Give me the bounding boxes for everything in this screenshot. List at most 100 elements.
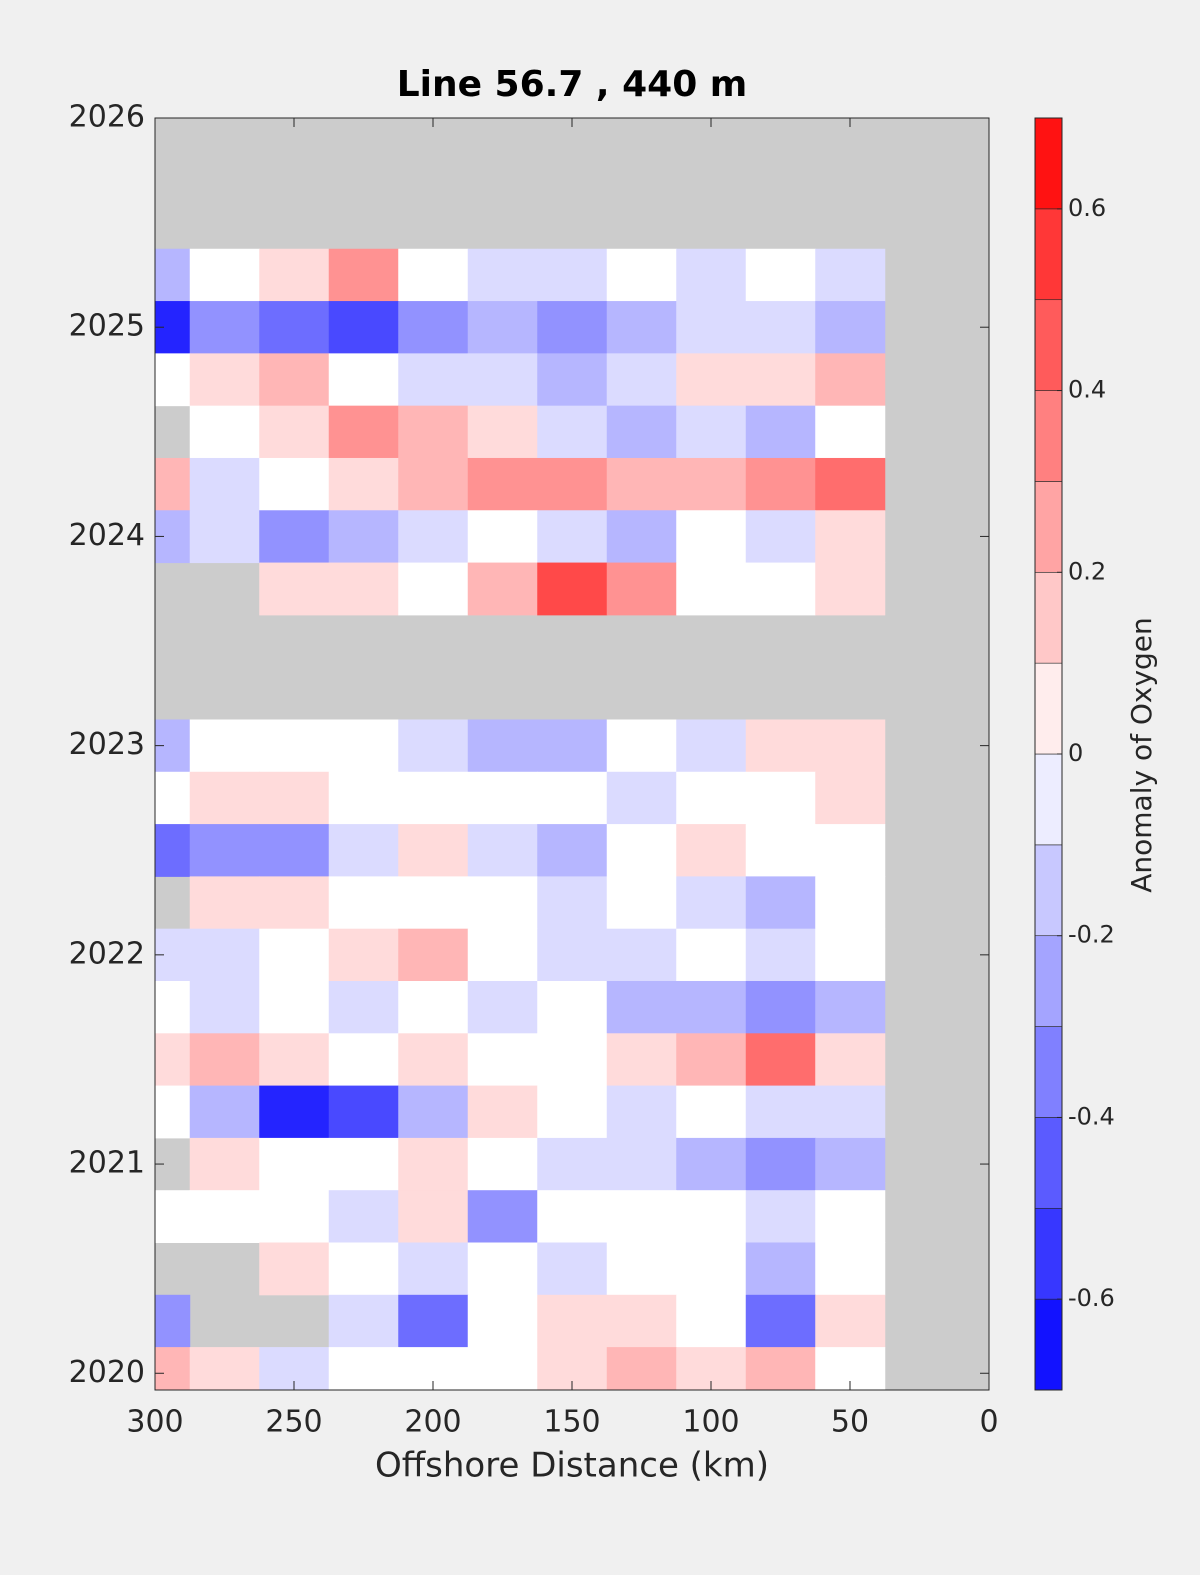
contour-cell: [189, 353, 260, 407]
contour-cell: [398, 1294, 469, 1348]
contour-cell: [676, 771, 747, 825]
colorbar-segment: [1034, 935, 1063, 1027]
contour-cell: [537, 457, 608, 511]
contour-cell: [328, 1347, 399, 1390]
contour-cell: [259, 353, 330, 407]
colorbar-segment: [1034, 1117, 1063, 1209]
contour-cell: [467, 980, 538, 1034]
contour-cell: [328, 719, 399, 773]
contour-cell: [745, 1085, 816, 1139]
contour-cell: [398, 1242, 469, 1296]
contour-cell: [328, 1137, 399, 1191]
contour-cell: [745, 562, 816, 616]
contour-cell: [189, 1190, 260, 1244]
contour-cell: [815, 457, 886, 511]
contour-cell: [259, 405, 330, 459]
contour-cell: [537, 1033, 608, 1087]
contour-cell: [537, 771, 608, 825]
contour-cell: [398, 1190, 469, 1244]
contour-cell: [676, 457, 747, 511]
contour-cell: [745, 405, 816, 459]
contour-cell: [328, 510, 399, 564]
colorbar-segment: [1034, 390, 1063, 482]
contour-cell: [328, 405, 399, 459]
x-axis-label: Offshore Distance (km): [375, 1446, 769, 1486]
contour-cell: [745, 1347, 816, 1390]
contour-cell: [398, 1085, 469, 1139]
contour-cell: [815, 1033, 886, 1087]
colorbar-segment: [1034, 1026, 1063, 1118]
contour-cell: [467, 1242, 538, 1296]
contour-cell: [398, 1137, 469, 1191]
contour-cell: [745, 353, 816, 407]
contour-cell: [259, 248, 330, 302]
contour-cell: [259, 771, 330, 825]
contour-cell: [189, 1033, 260, 1087]
colorbar-segment: [1034, 571, 1063, 664]
contour-cell: [745, 301, 816, 354]
contour-cell: [537, 1190, 608, 1244]
contour-cell: [537, 1294, 608, 1348]
contour-cell: [398, 1347, 469, 1390]
contour-cell: [328, 1033, 399, 1087]
colorbar-segment: [1034, 299, 1063, 391]
x-tick-label: 100: [682, 1405, 739, 1440]
contour-cell: [259, 980, 330, 1034]
contour-cell: [815, 1294, 886, 1348]
cells: [155, 248, 886, 1390]
contour-cell: [328, 353, 399, 407]
contour-cell: [815, 301, 886, 354]
contour-cell: [155, 824, 191, 877]
contour-cell: [815, 928, 886, 982]
contour-cell: [537, 301, 608, 354]
contour-cell: [745, 1294, 816, 1348]
contour-cell: [537, 510, 608, 564]
contour-cell: [328, 248, 399, 302]
colorbar-tick-label: 0.2: [1068, 557, 1106, 585]
contour-cell: [259, 1190, 330, 1244]
contour-cell: [606, 719, 677, 773]
contour-cell: [467, 1137, 538, 1191]
contour-cell: [467, 1033, 538, 1087]
contour-cell: [259, 1137, 330, 1191]
contour-cell: [155, 1085, 191, 1139]
contour-cell: [398, 353, 469, 407]
contour-cell: [815, 1347, 886, 1390]
colorbar-tick-label: 0.4: [1068, 376, 1106, 404]
contour-cell: [189, 928, 260, 982]
contour-cell: [745, 1137, 816, 1191]
contour-cell: [537, 824, 608, 877]
colorbar-tick-label: 0: [1068, 739, 1083, 767]
contour-cell: [155, 1033, 191, 1087]
contour-cell: [676, 1347, 747, 1390]
contour-cell: [398, 980, 469, 1034]
contour-cell: [467, 876, 538, 930]
contour-cell: [676, 405, 747, 459]
contour-cell: [745, 719, 816, 773]
x-tick-label: 300: [126, 1405, 183, 1440]
colorbar-label: Anomaly of Oxygen: [1125, 617, 1158, 893]
contour-cell: [676, 353, 747, 407]
contour-cell: [467, 510, 538, 564]
chart-title: Line 56.7 , 440 m: [397, 64, 748, 105]
contour-cell: [606, 405, 677, 459]
contour-cell: [815, 876, 886, 930]
contour-cell: [189, 876, 260, 930]
contour-cell: [328, 876, 399, 930]
contour-cell: [745, 1033, 816, 1087]
contour-cell: [398, 405, 469, 459]
contour-cell: [398, 876, 469, 930]
contour-cell: [467, 248, 538, 302]
contour-cell: [259, 1085, 330, 1139]
contour-cell: [467, 301, 538, 354]
contour-cell: [467, 457, 538, 511]
colorbar-segment: [1034, 481, 1063, 573]
contour-cell: [606, 1085, 677, 1139]
contour-cell: [328, 1190, 399, 1244]
contour-cell: [189, 771, 260, 825]
contour-cell: [676, 1033, 747, 1087]
contour-cell: [398, 301, 469, 354]
contour-cell: [815, 510, 886, 564]
contour-cell: [676, 1085, 747, 1139]
contour-cell: [815, 248, 886, 302]
